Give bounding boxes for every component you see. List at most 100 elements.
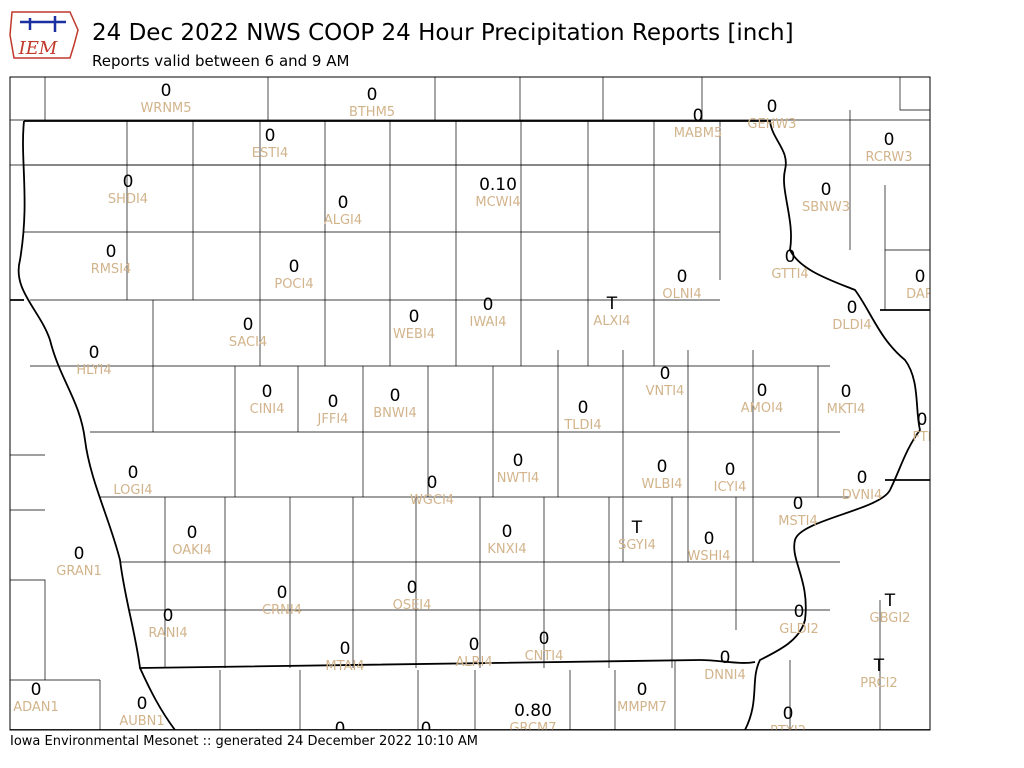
subtitle: Reports valid between 6 and 9 AM [92,52,349,70]
precip-value: 0 [338,193,349,213]
station-id: SACI4 [229,335,267,350]
station-id: MSTI4 [778,514,818,529]
station-id: GRAN1 [56,564,101,579]
station-id: ALRI4 [455,655,492,670]
precip-value: 0 [783,704,794,724]
precip-value: 0 [31,680,42,700]
station-id: HLYI4 [76,363,111,378]
logo-icon [20,16,66,32]
precip-value: 0 [340,639,351,659]
station-id: RANI4 [148,626,187,641]
precip-value: T [631,518,643,538]
station-id: MTAI4 [325,659,364,674]
station-id: DAR [906,287,934,302]
station-id: WEBI4 [393,327,435,342]
precip-value: 0 [884,130,895,150]
state-borders [10,120,930,730]
station-id: WLBI4 [641,477,682,492]
precip-value: 0 [421,719,432,739]
precip-value: 0.80 [514,701,552,721]
precip-value: 0 [123,172,134,192]
precip-value: 0 [657,457,668,477]
precip-value: 0 [720,648,731,668]
precip-value: 0 [265,126,276,146]
precip-value: 0 [289,257,300,277]
precip-value: 0 [390,386,401,406]
county-lines [10,77,930,730]
precip-value: 0 [335,719,346,739]
station-id: AUBN1 [119,714,164,729]
station-id: CNTI4 [525,649,564,664]
precip-value: 0 [725,460,736,480]
precip-value: 0 [502,522,513,542]
precip-value: 0 [578,398,589,418]
station-id: OSEI4 [393,598,432,613]
precip-value: 0 [767,97,778,117]
precip-value: 0 [262,382,273,402]
precip-value: 0 [857,468,868,488]
station-id: ALGI4 [324,213,362,228]
station-id: WSHI4 [688,549,731,564]
station-id: GEHW3 [747,117,796,132]
precip-value: 0 [704,529,715,549]
station-id: CINI4 [250,402,285,417]
precip-value: 0 [915,267,926,287]
station-id: IWAI4 [470,315,507,330]
precip-value: 0 [137,694,148,714]
station-id: MABM5 [674,126,723,141]
precip-value: 0 [483,295,494,315]
precip-value: 0 [847,298,858,318]
station-id: LOGI4 [113,483,152,498]
station-id: PRCI2 [860,676,897,691]
precip-value: 0 [409,307,420,327]
precip-value: 0 [793,494,804,514]
precip-value: 0 [637,680,648,700]
station-id: CRNI4 [262,603,302,618]
map-frame [9,76,931,731]
station-id: GLDI2 [779,622,818,637]
station-id: KNXI4 [487,542,526,557]
station-id: DVNI4 [842,488,883,503]
title: 24 Dec 2022 NWS COOP 24 Hour Precipitati… [92,20,794,46]
station-id: JFFI4 [317,412,349,427]
station-id: AMOI4 [741,401,783,416]
footer: Iowa Environmental Mesonet :: generated … [10,734,478,749]
station-id: RMSI4 [91,262,132,277]
station-id: MCWI4 [475,195,520,210]
station-id: BTHM5 [349,105,395,120]
station-id: WGCI4 [410,493,454,508]
precip-value: 0 [163,606,174,626]
precip-value: 0 [677,267,688,287]
station-id: SHDI4 [108,192,148,207]
precip-value: 0 [128,463,139,483]
station-id: RCRW3 [865,150,912,165]
station-id: ADAN1 [13,700,59,715]
station-id: ALXI4 [593,314,630,329]
precip-value: 0 [106,242,117,262]
precip-value: 0.10 [479,175,517,195]
precip-value: 0 [74,544,85,564]
station-id: GBGI2 [870,611,911,626]
precip-value: 0 [187,523,198,543]
precip-value: 0 [693,106,704,126]
station-id: DNNI4 [704,668,746,683]
station-id: DLDI4 [832,318,871,333]
station-id: TLDI4 [563,418,601,433]
precip-value: 0 [161,81,172,101]
station-id: GRCM7 [509,721,556,736]
station-id: BNWI4 [373,406,417,421]
station-id: SBNW3 [802,200,850,215]
station-id: ESTI4 [252,146,289,161]
precip-value: 0 [539,629,550,649]
precip-value: 0 [785,247,796,267]
station-id: POCI4 [274,277,313,292]
station-id: VNTI4 [646,384,685,399]
precip-value: 0 [917,410,928,430]
precip-value: 0 [469,635,480,655]
station-id: MKTI4 [827,402,866,417]
station-id: NWTI4 [497,471,540,486]
station-id: SGYI4 [618,538,656,553]
